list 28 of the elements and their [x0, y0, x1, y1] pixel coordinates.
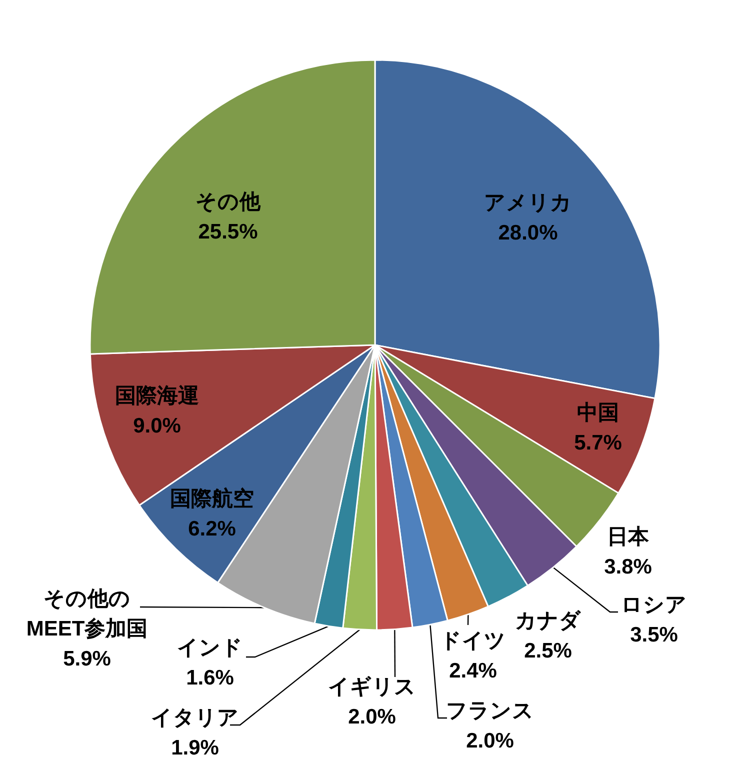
slice-label: ロシア	[621, 594, 687, 616]
slice-label: イタリア	[151, 706, 239, 730]
slice-label: その他	[196, 190, 262, 214]
data-label: 5.9%	[63, 648, 112, 670]
slice-label: 日本	[607, 526, 650, 548]
data-label: 2.5%	[524, 640, 572, 662]
data-label: 3.8%	[604, 556, 652, 578]
data-label: 2.4%	[449, 660, 498, 682]
slice-label: 国際海運	[115, 384, 199, 408]
data-label: 9.0%	[133, 414, 182, 438]
data-label: 3.5%	[630, 624, 678, 646]
data-label: 2.0%	[348, 706, 396, 728]
slice-label: イギリス	[328, 676, 416, 698]
data-label: 25.5%	[198, 220, 258, 244]
slice-label: 国際航空	[170, 486, 254, 510]
data-label: 1.9%	[171, 736, 220, 760]
data-label: 6.2%	[188, 518, 236, 540]
data-label: 28.0%	[498, 222, 558, 244]
slice-label: その他の MEET参加国	[26, 588, 148, 640]
data-label: 1.6%	[186, 666, 234, 690]
slice-label: インド	[177, 636, 243, 660]
slice-label: アメリカ	[484, 192, 572, 214]
slice-label: ドイツ	[440, 630, 506, 652]
data-label: 2.0%	[466, 730, 514, 752]
slice-label: カナダ	[515, 610, 581, 632]
data-label: 5.7%	[574, 432, 622, 454]
slice-label: 中国	[577, 402, 619, 424]
slice-label: フランス	[446, 700, 534, 722]
